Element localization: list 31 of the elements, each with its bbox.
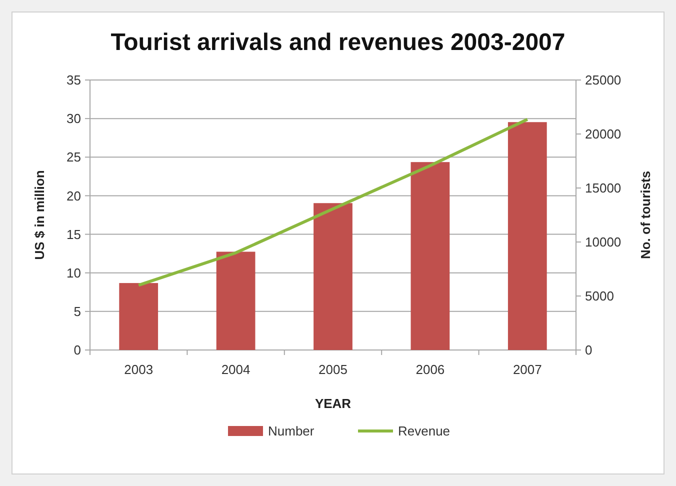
x-tick-label: 2007 bbox=[512, 362, 542, 377]
y-tick-label: 10 bbox=[66, 265, 81, 280]
y-tick-label: 20 bbox=[66, 188, 81, 204]
chart-title: Tourist arrivals and revenues 2003-2007 bbox=[110, 29, 566, 56]
legend-label: Revenue bbox=[398, 424, 450, 439]
x-tick-label: 2004 bbox=[221, 362, 250, 377]
y2-tick-label: 0 bbox=[585, 342, 592, 358]
y2-tick-label: 15000 bbox=[585, 180, 622, 196]
x-tick-label: 2003 bbox=[124, 362, 154, 377]
bar bbox=[119, 283, 158, 350]
y-tick-label: 5 bbox=[74, 304, 81, 319]
legend-label: Number bbox=[268, 424, 315, 439]
y-tick-label: 30 bbox=[66, 111, 81, 126]
y-tick-label: 25 bbox=[66, 150, 81, 165]
y-axis-title: US $ in million bbox=[32, 170, 47, 260]
y2-axis-title: No. of tourists bbox=[638, 170, 653, 260]
bar bbox=[410, 162, 450, 350]
y-tick-label: 35 bbox=[66, 72, 81, 88]
bar bbox=[508, 122, 547, 350]
y2-tick-label: 20000 bbox=[585, 126, 622, 142]
line-series bbox=[137, 118, 529, 287]
x-tick-label: 2005 bbox=[318, 362, 348, 377]
y-tick-label: 0 bbox=[74, 342, 81, 358]
x-tick-label: 2006 bbox=[416, 362, 445, 377]
y2-tick-label: 5000 bbox=[585, 288, 614, 304]
bar bbox=[216, 252, 256, 350]
y2-tick-label: 25000 bbox=[585, 72, 622, 88]
x-axis-title: YEAR bbox=[314, 396, 352, 411]
y2-tick-label: 10000 bbox=[585, 234, 622, 250]
bar bbox=[314, 203, 352, 350]
y-tick-label: 15 bbox=[66, 226, 81, 242]
